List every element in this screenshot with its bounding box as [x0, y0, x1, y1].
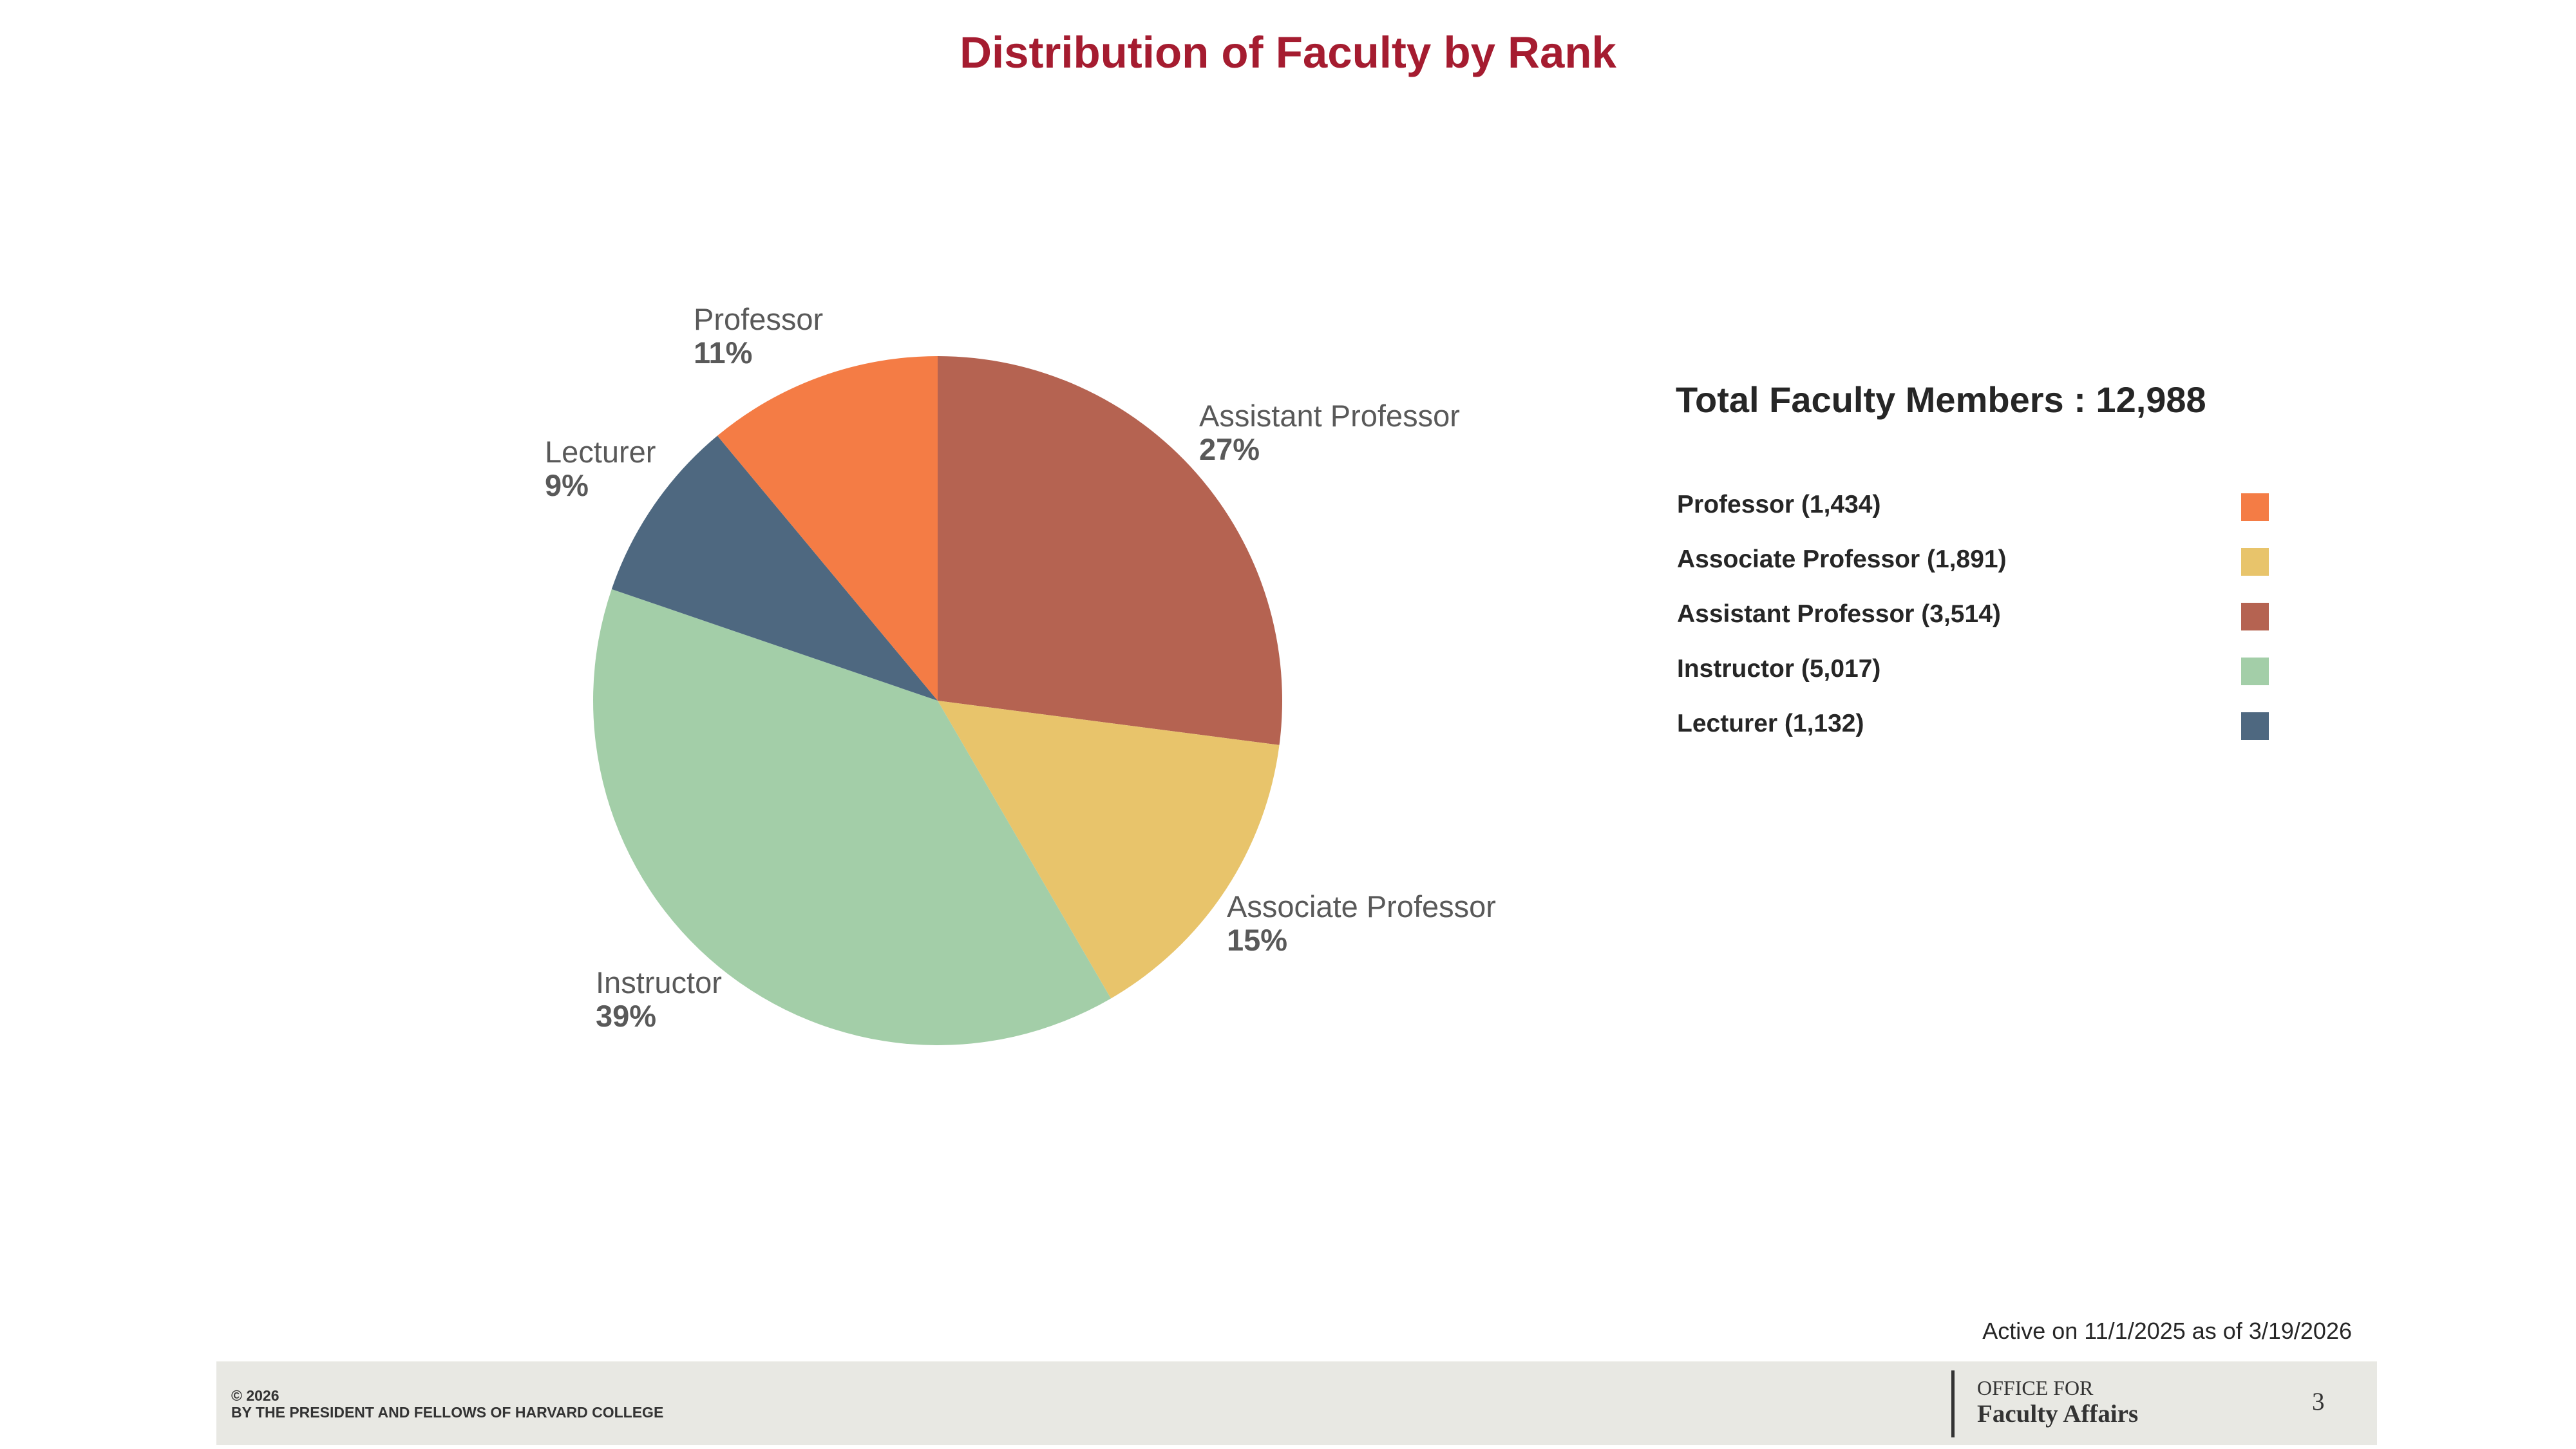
copyright-holder: BY THE PRESIDENT AND FELLOWS OF HARVARD …: [231, 1404, 664, 1421]
slice-percent: 39%: [596, 999, 657, 1033]
legend-swatch: [2241, 493, 2269, 521]
pie-slice-assistant-professor: [938, 356, 1282, 745]
office-name: Faculty Affairs: [1977, 1400, 2139, 1428]
slice-percent: 27%: [1199, 432, 1260, 466]
legend-item-assistant-professor: Assistant Professor (3,514): [1677, 598, 2282, 652]
pie-slice-instructor: [592, 589, 1111, 1046]
copyright-year: © 2026: [231, 1387, 279, 1404]
legend-swatch: [2241, 658, 2269, 685]
legend-item-lecturer: Lecturer (1,132): [1677, 707, 2282, 762]
slice-percent: 11%: [694, 336, 753, 370]
legend-label: Professor (1,434): [1677, 491, 1881, 518]
page-number: 3: [2312, 1388, 2325, 1416]
slice-label-lecturer: Lecturer 9%: [545, 435, 656, 502]
slice-percent: 9%: [545, 468, 589, 502]
slice-name: Professor: [694, 302, 824, 336]
slice-name: Assistant Professor: [1199, 399, 1460, 433]
legend-item-associate-professor: Associate Professor (1,891): [1677, 543, 2282, 598]
copyright: © 2026 BY THE PRESIDENT AND FELLOWS OF H…: [231, 1387, 663, 1421]
slice-name: Associate Professor: [1227, 889, 1496, 923]
slice-label-associate-professor: Associate Professor 15%: [1227, 890, 1496, 957]
slice-name: Instructor: [596, 965, 722, 999]
legend-item-professor: Professor (1,434): [1677, 488, 2282, 543]
legend-swatch: [2241, 548, 2269, 576]
slice-name: Lecturer: [545, 435, 656, 469]
slice-label-instructor: Instructor 39%: [596, 966, 722, 1033]
footer-divider: [1951, 1370, 1955, 1437]
slice-label-assistant-professor: Assistant Professor 27%: [1199, 399, 1460, 466]
pie-slice-associate-professor: [938, 701, 1280, 999]
legend-label: Assistant Professor (3,514): [1677, 600, 2001, 628]
legend-label: Associate Professor (1,891): [1677, 545, 2007, 573]
slice-label-professor: Professor 11%: [694, 303, 823, 370]
office-logo: OFFICE FOR Faculty Affairs: [1977, 1376, 2138, 1428]
footer: © 2026 BY THE PRESIDENT AND FELLOWS OF H…: [216, 1361, 2377, 1445]
legend-item-instructor: Instructor (5,017): [1677, 652, 2282, 707]
total-faculty-count: Total Faculty Members : 12,988: [1676, 379, 2206, 420]
legend: Professor (1,434) Associate Professor (1…: [1677, 488, 2282, 762]
legend-swatch: [2241, 603, 2269, 630]
pie-slice-lecturer: [611, 435, 938, 701]
slice-percent: 15%: [1227, 923, 1288, 957]
legend-swatch: [2241, 712, 2269, 740]
pie-slice-professor: [717, 356, 938, 701]
office-label: OFFICE FOR: [1977, 1376, 2094, 1399]
chart-title: Distribution of Faculty by Rank: [960, 28, 1616, 77]
as-of-note: Active on 11/1/2025 as of 3/19/2026: [1982, 1318, 2352, 1344]
legend-label: Lecturer (1,132): [1677, 710, 1864, 737]
legend-label: Instructor (5,017): [1677, 655, 1881, 683]
